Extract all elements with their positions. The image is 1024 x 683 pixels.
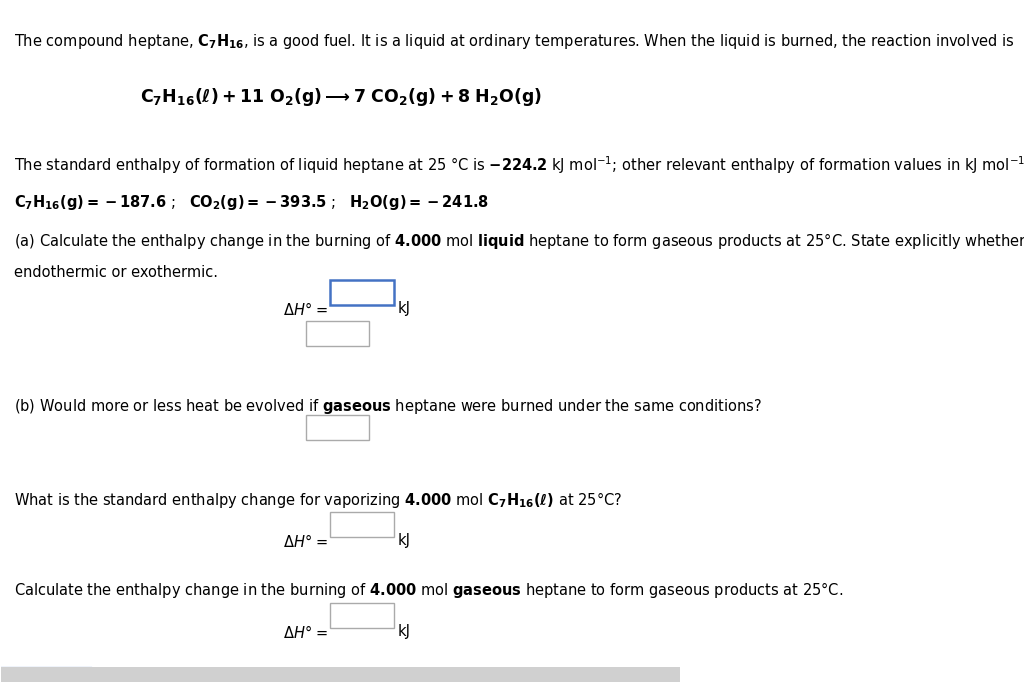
Text: The standard enthalpy of formation of liquid heptane at 25 °C is $\mathbf{-224.2: The standard enthalpy of formation of li… <box>13 154 1024 176</box>
Text: kJ: kJ <box>398 533 411 548</box>
Text: ∨: ∨ <box>356 423 364 432</box>
Text: $\mathbf{C_7H_{16}(g) = -187.6}$ ;   $\mathbf{CO_2(g) = -393.5}$ ;   $\mathbf{H_: $\mathbf{C_7H_{16}(g) = -187.6}$ ; $\mat… <box>13 193 488 212</box>
Text: kJ: kJ <box>398 624 411 639</box>
Text: kJ: kJ <box>398 301 411 316</box>
Text: $\Delta H°$ =: $\Delta H°$ = <box>283 301 329 318</box>
Text: What is the standard enthalpy change for vaporizing $\mathbf{4.000}$ mol $\mathb: What is the standard enthalpy change for… <box>13 490 622 510</box>
FancyBboxPatch shape <box>1 667 680 682</box>
FancyBboxPatch shape <box>330 512 394 538</box>
Text: (b) Would more or less heat be evolved if $\mathbf{gaseous}$ heptane were burned: (b) Would more or less heat be evolved i… <box>13 398 762 416</box>
Text: (a) Calculate the enthalpy change in the burning of $\mathbf{4.000}$ mol $\mathb: (a) Calculate the enthalpy change in the… <box>13 232 1024 251</box>
FancyBboxPatch shape <box>306 321 369 346</box>
FancyBboxPatch shape <box>330 602 394 628</box>
Text: The compound heptane, $\mathbf{C_7H_{16}}$, is a good fuel. It is a liquid at or: The compound heptane, $\mathbf{C_7H_{16}… <box>13 32 1015 51</box>
Text: Calculate the enthalpy change in the burning of $\mathbf{4.000}$ mol $\mathbf{ga: Calculate the enthalpy change in the bur… <box>13 580 843 600</box>
Text: $\mathbf{C_7H_{16}(\ell) + 11\ O_2(g){\longrightarrow}7\ CO_2(g) + 8\ H_2O(g)}$: $\mathbf{C_7H_{16}(\ell) + 11\ O_2(g){\l… <box>139 87 542 109</box>
FancyBboxPatch shape <box>330 279 394 305</box>
Text: $\Delta H°$ =: $\Delta H°$ = <box>283 624 329 641</box>
Text: ∨: ∨ <box>356 329 364 339</box>
Text: endothermic or exothermic.: endothermic or exothermic. <box>13 265 218 280</box>
FancyBboxPatch shape <box>306 415 369 440</box>
Text: $\Delta H°$ =: $\Delta H°$ = <box>283 533 329 550</box>
